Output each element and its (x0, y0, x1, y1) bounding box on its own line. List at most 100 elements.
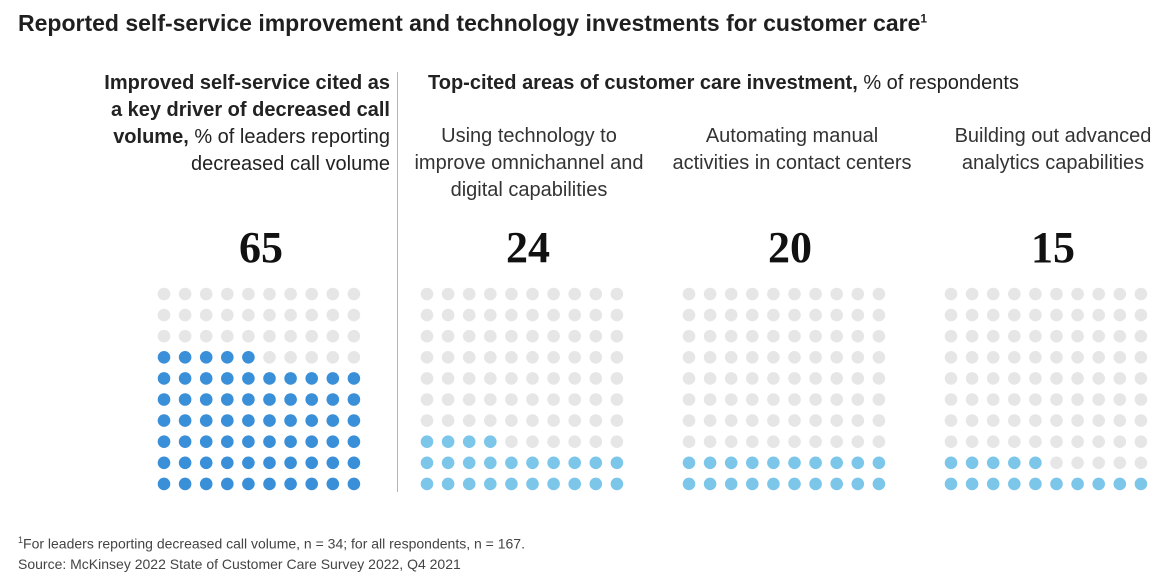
waffle-dot-empty (505, 414, 518, 427)
waffle-dot-empty (872, 435, 886, 449)
waffle-dot-empty (547, 393, 560, 406)
waffle-dot-empty (505, 393, 518, 406)
waffle-dot-empty (965, 435, 979, 449)
waffle-dot-filled (420, 435, 434, 449)
waffle-dot-empty (1113, 351, 1127, 364)
waffle-dot-empty (965, 414, 979, 427)
waffle-dot-empty (1008, 435, 1021, 449)
waffle-dot-empty (944, 414, 958, 427)
waffle-dot-empty (724, 372, 738, 385)
waffle-dot-empty (1134, 456, 1148, 470)
waffle-dot-filled (441, 435, 455, 449)
waffle-dot-empty (568, 351, 581, 364)
waffle-dot-empty (589, 308, 603, 322)
value-self-service: 65 (239, 223, 283, 272)
waffle-self-service (157, 287, 361, 491)
waffle-dot-filled (326, 477, 340, 491)
waffle-dot-empty (682, 329, 696, 343)
waffle-dot-filled (420, 456, 434, 470)
waffle-dot-empty (157, 329, 171, 343)
waffle-dot-empty (1134, 435, 1148, 449)
waffle-dot-empty (1071, 393, 1084, 406)
waffle-dot-filled (526, 477, 539, 491)
waffle-dot-empty (965, 308, 979, 322)
waffle-dot-empty (724, 414, 738, 427)
waffle-dot-filled (157, 477, 171, 491)
waffle-dot-empty (326, 351, 340, 364)
waffle-omnichannel (420, 287, 624, 491)
waffle-dot-empty (1071, 351, 1084, 364)
waffle-dot-filled (872, 477, 886, 491)
waffle-dot-filled (347, 456, 361, 470)
waffle-dot-empty (1050, 435, 1063, 449)
right-panels-header: Top-cited areas of customer care investm… (428, 70, 1148, 97)
waffle-dot-empty (484, 329, 497, 343)
waffle-dot-empty (1113, 308, 1127, 322)
waffle-dot-filled (242, 393, 255, 406)
waffle-dot-filled (851, 477, 865, 491)
waffle-dot-filled (199, 372, 213, 385)
waffle-dot-filled (221, 477, 234, 491)
waffle-dot-empty (420, 393, 434, 406)
waffle-dot-empty (347, 329, 361, 343)
waffle-dot-empty (872, 414, 886, 427)
waffle-dot-filled (788, 477, 801, 491)
waffle-dot-empty (809, 351, 822, 364)
waffle-dot-filled (221, 456, 234, 470)
panel-divider (397, 72, 398, 492)
waffle-dot-filled (809, 477, 822, 491)
waffle-dot-empty (347, 287, 361, 301)
waffle-dot-empty (788, 435, 801, 449)
waffle-dot-empty (944, 435, 958, 449)
waffle-dot-filled (986, 477, 1000, 491)
waffle-dot-filled (830, 456, 843, 470)
waffle-dot-empty (788, 393, 801, 406)
chart-title: Reported self-service improvement and te… (18, 10, 928, 36)
waffle-dot-empty (830, 351, 843, 364)
waffle-dot-empty (724, 287, 738, 301)
waffle-dot-empty (420, 372, 434, 385)
left-panel-header: Improved self-service cited as a key dri… (98, 70, 390, 178)
waffle-dot-filled (242, 435, 255, 449)
waffle-dot-filled (1071, 477, 1084, 491)
panel-label-automating: Automating manual activities in contact … (672, 125, 912, 174)
waffle-dot-filled (199, 456, 213, 470)
waffle-dot-empty (746, 287, 759, 301)
waffle-dot-filled (242, 477, 255, 491)
waffle-dot-empty (986, 351, 1000, 364)
waffle-dot-empty (872, 393, 886, 406)
waffle-dot-empty (505, 308, 518, 322)
waffle-dot-empty (851, 414, 865, 427)
waffle-dot-empty (1050, 393, 1063, 406)
waffle-dot-empty (1008, 308, 1021, 322)
waffle-dot-filled (986, 456, 1000, 470)
waffle-dot-empty (872, 329, 886, 343)
waffle-dot-filled (157, 435, 171, 449)
waffle-dot-empty (1134, 351, 1148, 364)
waffle-dot-filled (610, 456, 624, 470)
waffle-dot-filled (157, 393, 171, 406)
waffle-dot-empty (872, 372, 886, 385)
waffle-dot-empty (1050, 351, 1063, 364)
waffle-dot-empty (767, 372, 780, 385)
waffle-dot-empty (547, 414, 560, 427)
waffle-dot-filled (547, 456, 560, 470)
waffle-dot-filled (199, 435, 213, 449)
waffle-dot-empty (830, 329, 843, 343)
waffle-dot-empty (851, 435, 865, 449)
waffle-dot-filled (568, 456, 581, 470)
waffle-dot-filled (263, 456, 276, 470)
waffle-dot-empty (610, 435, 624, 449)
waffle-dot-filled (965, 477, 979, 491)
waffle-dot-empty (242, 308, 255, 322)
waffle-dot-empty (568, 414, 581, 427)
waffle-dot-empty (589, 372, 603, 385)
footnote-marker: 1 (18, 535, 24, 545)
waffle-dot-filled (284, 414, 297, 427)
waffle-dot-filled (326, 372, 340, 385)
waffle-dot-filled (746, 477, 759, 491)
waffle-dot-empty (1029, 393, 1042, 406)
waffle-dot-filled (462, 456, 476, 470)
waffle-dot-empty (944, 393, 958, 406)
waffle-dot-empty (1092, 287, 1105, 301)
